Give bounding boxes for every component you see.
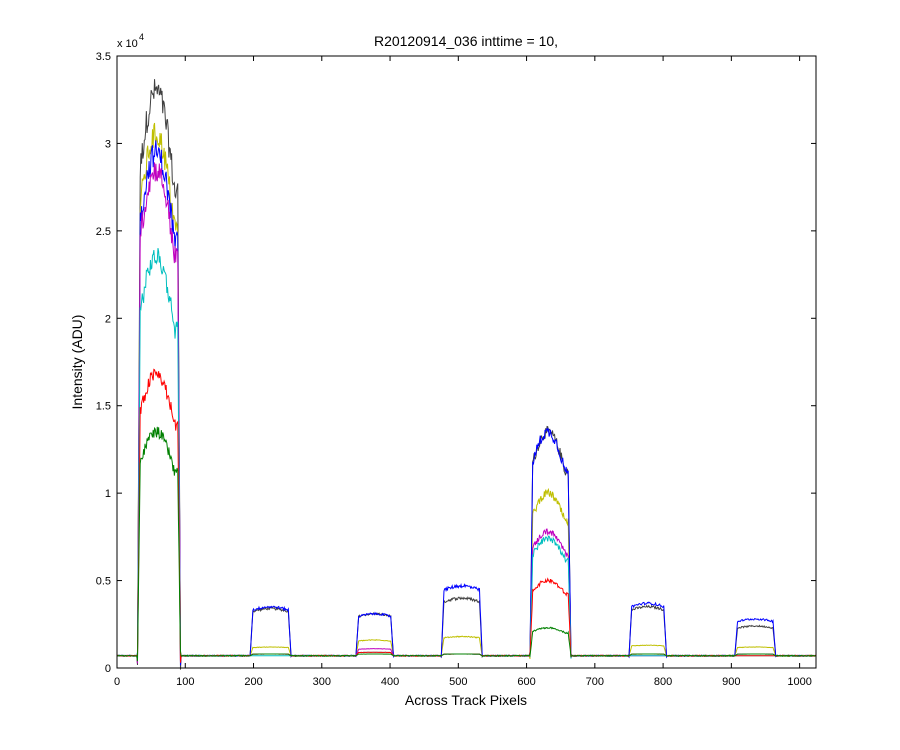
x-tick-label: 700	[586, 676, 604, 688]
x-tick-label: 0	[114, 676, 120, 688]
y-tick-label: 2	[105, 313, 111, 325]
x-tick-label: 400	[381, 676, 399, 688]
y-tick-label: 1	[105, 488, 111, 500]
y-tick-label: 2.5	[96, 226, 111, 238]
x-tick-label: 500	[449, 676, 467, 688]
y-axis-ticks: 0 0.5 1 1.5 2 2.5 3 3.5	[96, 51, 816, 675]
x-tick-label: 900	[722, 676, 740, 688]
y-tick-label: 0.5	[96, 576, 111, 588]
x-tick-label: 100	[176, 676, 194, 688]
x-axis-ticks: 0 100 200 300 400 500 600 700 800 900 1000	[114, 56, 812, 688]
y-exponent-label: x 10	[117, 38, 138, 50]
series-layer	[116, 79, 817, 670]
series-line	[116, 426, 817, 662]
y-axis-label: Intensity (ADU)	[69, 315, 85, 410]
y-exponent-power: 4	[139, 32, 144, 42]
y-tick-label: 0	[105, 663, 111, 675]
y-tick-label: 3	[105, 138, 111, 150]
x-tick-label: 800	[654, 676, 672, 688]
x-tick-label: 600	[517, 676, 535, 688]
plot-frame	[116, 55, 817, 669]
x-axis-label: Across Track Pixels	[405, 692, 527, 708]
y-tick-label: 3.5	[96, 51, 111, 63]
x-tick-label: 200	[244, 676, 262, 688]
y-tick-label: 1.5	[96, 401, 111, 413]
x-tick-label: 300	[313, 676, 331, 688]
x-tick-label: 1000	[787, 676, 811, 688]
chart-title: R20120914_036 inttime = 10,	[374, 33, 558, 49]
plot-area	[117, 56, 816, 668]
